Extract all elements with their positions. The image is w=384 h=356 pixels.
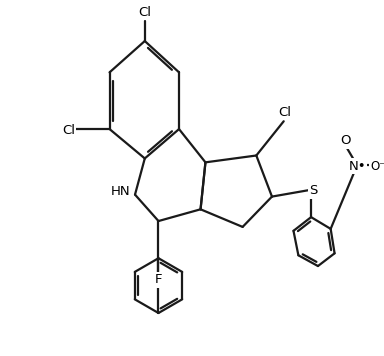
- Text: F: F: [155, 273, 162, 286]
- Text: O⁻: O⁻: [370, 160, 384, 173]
- Text: Cl: Cl: [138, 6, 151, 19]
- Text: N•: N•: [348, 160, 366, 173]
- Text: Cl: Cl: [62, 124, 75, 137]
- Text: Cl: Cl: [278, 106, 291, 119]
- Text: O: O: [340, 134, 351, 147]
- Text: S: S: [309, 184, 317, 197]
- Text: HN: HN: [111, 185, 130, 198]
